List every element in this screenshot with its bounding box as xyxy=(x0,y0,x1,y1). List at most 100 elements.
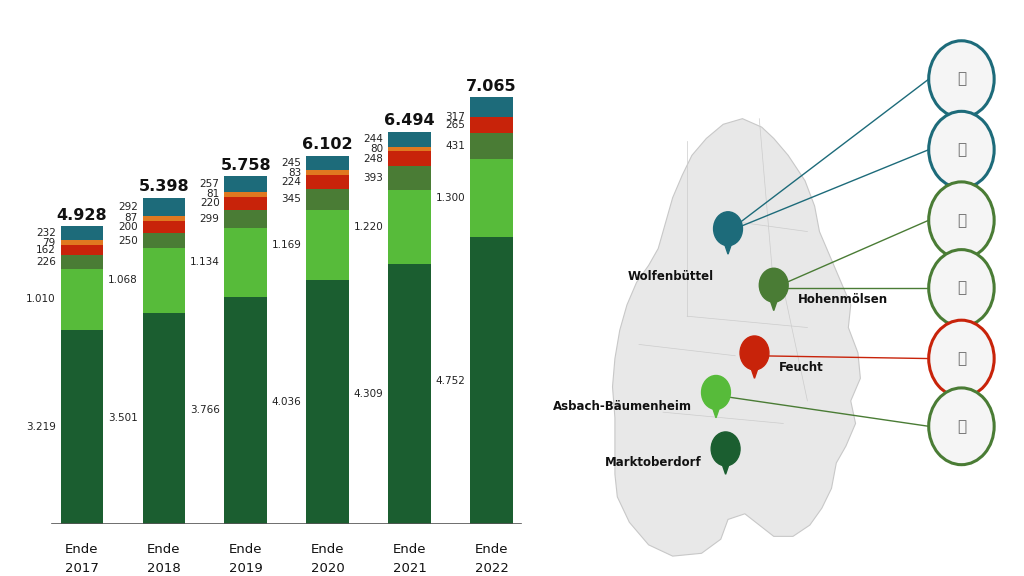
Polygon shape xyxy=(717,449,734,474)
Bar xyxy=(224,176,267,192)
Text: Ende: Ende xyxy=(475,543,508,556)
Text: 80: 80 xyxy=(371,144,383,154)
Text: Ende: Ende xyxy=(393,543,426,556)
Text: Wolfenbüttel: Wolfenbüttel xyxy=(628,270,714,283)
Bar xyxy=(388,264,431,524)
Bar xyxy=(142,198,185,215)
Text: 1.220: 1.220 xyxy=(353,222,383,232)
Text: 244: 244 xyxy=(364,134,383,144)
Bar xyxy=(224,210,267,228)
Circle shape xyxy=(711,432,740,466)
Bar xyxy=(224,197,267,210)
Circle shape xyxy=(929,388,994,465)
Text: 5.398: 5.398 xyxy=(138,180,189,195)
Text: Hohenmölsen: Hohenmölsen xyxy=(798,293,888,306)
Bar xyxy=(388,190,431,264)
Text: 317: 317 xyxy=(445,112,465,122)
Bar xyxy=(388,147,431,151)
Text: 7.065: 7.065 xyxy=(466,79,517,94)
Bar xyxy=(60,329,103,524)
Circle shape xyxy=(929,249,994,327)
Text: 220: 220 xyxy=(200,199,219,209)
Bar xyxy=(306,170,349,175)
Bar xyxy=(224,228,267,297)
Text: 6.102: 6.102 xyxy=(302,137,353,152)
Text: 3.766: 3.766 xyxy=(189,406,219,415)
Text: 1.300: 1.300 xyxy=(435,193,465,203)
Text: Ende: Ende xyxy=(311,543,344,556)
Circle shape xyxy=(929,111,994,188)
Text: 345: 345 xyxy=(282,194,301,204)
Text: 1.134: 1.134 xyxy=(189,257,219,267)
Text: 1.068: 1.068 xyxy=(108,275,137,285)
Text: 6.494: 6.494 xyxy=(384,113,435,128)
Text: 🚜: 🚜 xyxy=(956,351,966,366)
Text: 83: 83 xyxy=(288,168,301,178)
Text: 3.501: 3.501 xyxy=(108,414,137,423)
Text: Ende: Ende xyxy=(229,543,262,556)
Bar xyxy=(388,166,431,190)
Text: 1.010: 1.010 xyxy=(26,294,55,304)
Text: 🚜: 🚜 xyxy=(956,281,966,295)
Polygon shape xyxy=(765,285,782,310)
Text: 3.219: 3.219 xyxy=(26,422,55,432)
Bar xyxy=(470,158,513,237)
Bar xyxy=(388,151,431,166)
Text: 2018: 2018 xyxy=(147,562,180,575)
Text: 393: 393 xyxy=(364,173,383,183)
Text: 224: 224 xyxy=(282,177,301,187)
Bar xyxy=(142,313,185,524)
Bar xyxy=(60,245,103,255)
Circle shape xyxy=(760,268,788,302)
Bar xyxy=(470,132,513,158)
Circle shape xyxy=(701,376,730,410)
Text: 2017: 2017 xyxy=(65,562,99,575)
Text: 79: 79 xyxy=(42,238,55,248)
Bar xyxy=(60,255,103,268)
Text: 87: 87 xyxy=(124,213,137,223)
Text: 🚜: 🚜 xyxy=(956,419,966,434)
Text: 🚜: 🚜 xyxy=(956,213,966,228)
Text: 299: 299 xyxy=(200,214,219,224)
Text: 232: 232 xyxy=(36,229,55,238)
Polygon shape xyxy=(612,119,860,556)
Bar xyxy=(60,240,103,245)
Text: 2019: 2019 xyxy=(229,562,262,575)
Text: 265: 265 xyxy=(445,119,465,130)
Text: 🚜: 🚜 xyxy=(956,71,966,86)
Text: 226: 226 xyxy=(36,257,55,267)
Bar xyxy=(470,237,513,524)
Circle shape xyxy=(740,336,769,370)
Circle shape xyxy=(929,182,994,259)
Bar xyxy=(306,210,349,281)
Bar xyxy=(60,226,103,240)
Text: 248: 248 xyxy=(364,154,383,164)
Text: 4.309: 4.309 xyxy=(353,389,383,399)
Text: 162: 162 xyxy=(36,245,55,255)
Text: 2020: 2020 xyxy=(311,562,344,575)
Bar xyxy=(306,156,349,170)
Polygon shape xyxy=(708,392,725,418)
Text: 2022: 2022 xyxy=(474,562,509,575)
Bar xyxy=(388,132,431,147)
Text: 245: 245 xyxy=(282,158,301,168)
Bar xyxy=(470,116,513,132)
Bar xyxy=(306,175,349,189)
Text: 431: 431 xyxy=(445,141,465,150)
Text: 1.169: 1.169 xyxy=(271,240,301,250)
Text: 250: 250 xyxy=(118,236,137,245)
Text: 200: 200 xyxy=(118,222,137,232)
Bar xyxy=(142,233,185,248)
Bar xyxy=(306,281,349,524)
Circle shape xyxy=(929,41,994,118)
Text: 2021: 2021 xyxy=(392,562,427,575)
Text: Marktoberdorf: Marktoberdorf xyxy=(605,457,701,469)
Text: Asbach-Bäumenheim: Asbach-Bäumenheim xyxy=(553,400,692,413)
Bar xyxy=(142,221,185,233)
Text: 4.928: 4.928 xyxy=(56,208,108,223)
Bar xyxy=(224,297,267,524)
Bar xyxy=(142,215,185,221)
Text: 292: 292 xyxy=(118,202,137,212)
Bar xyxy=(60,268,103,329)
Bar xyxy=(470,97,513,116)
